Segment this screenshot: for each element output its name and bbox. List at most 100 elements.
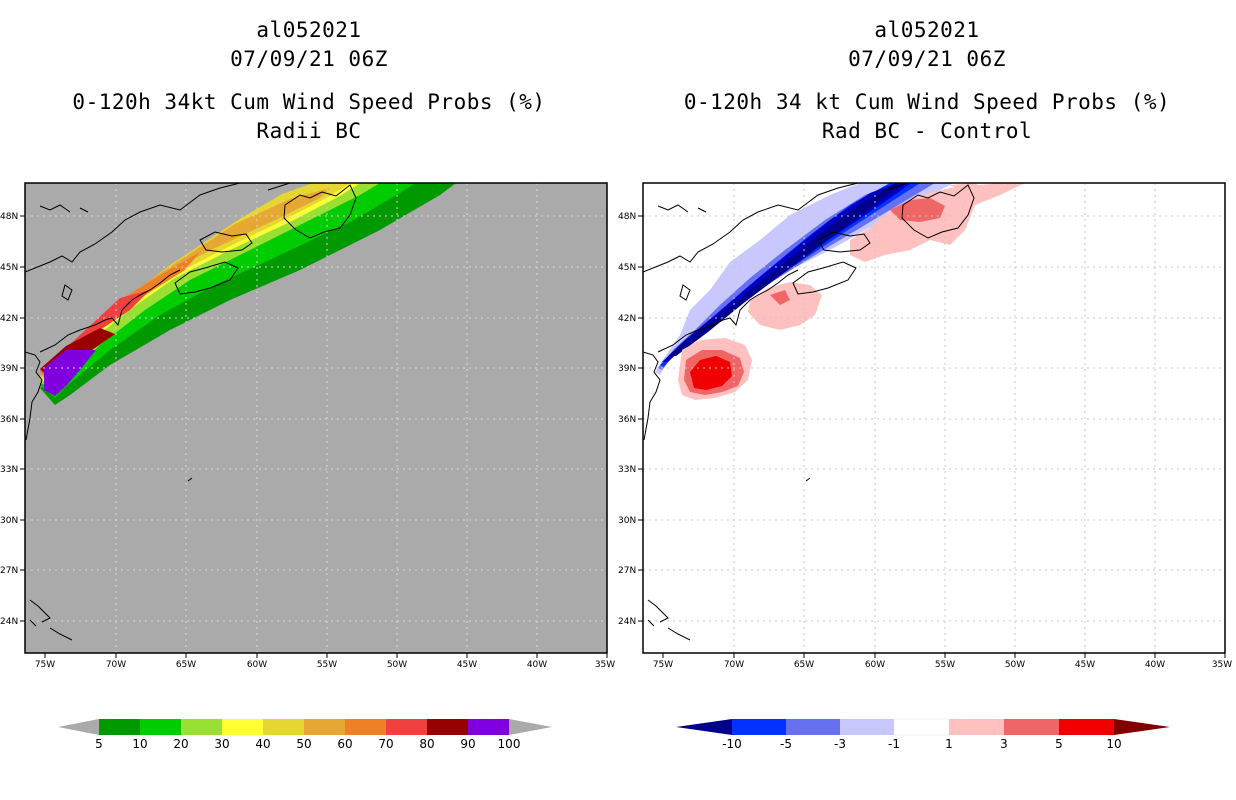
left-colorbar-swatch [222,719,263,735]
left-colorbar-swatch [263,719,304,735]
lon-label: 65W [794,660,814,670]
prob-contour-60 [40,252,200,380]
diff-contour-neg1 [655,183,954,375]
right-colorbar-label: -10 [722,737,742,751]
left-colorbar-label: 80 [419,737,434,751]
right-colorbar-label: -5 [780,737,792,751]
lon-label: 70W [106,660,126,670]
lat-label: 33N [0,465,18,475]
lat-label: 45N [0,263,18,273]
right-datetime: 07/09/21 06Z [848,47,1006,71]
left-coastlines [25,183,357,641]
right-colorbar-label: 1 [945,737,953,751]
left-title-line1: 0-120h 34kt Cum Wind Speed Probs (%) [72,90,546,114]
prob-contour-100 [44,350,96,396]
diff-contour-pos1-c [850,183,1025,262]
left-colorbar-label: 10 [132,737,147,751]
lon-label: 55W [317,660,337,670]
right-difference-field [643,183,1225,653]
right-colorbar-label: -1 [888,737,900,751]
left-probability-swath [25,183,607,653]
left-colorbar-swatch [468,719,509,735]
right-map-background [643,183,1225,653]
lat-label: 45N [618,263,636,273]
left-colorbar-label: 90 [460,737,475,751]
lon-label: 35W [1212,660,1232,670]
right-colorbar-swatch [893,718,950,736]
right-colorbar: -10 -5 -3 -1 1 3 5 10 [676,718,1170,751]
right-colorbar-swatch [1004,719,1059,735]
left-colorbar-high-extend [509,719,552,735]
lon-label: 60W [865,660,885,670]
lon-label: 55W [935,660,955,670]
right-colorbar-swatch [786,719,840,735]
right-coastlines [643,183,975,641]
right-colorbar-label: -3 [834,737,846,751]
right-title-block: al052021 07/09/21 06Z 0-120h 34 kt Cum W… [618,16,1236,146]
right-gridlines [643,183,1225,653]
left-colorbar-label: 100 [498,737,521,751]
lon-label: 65W [176,660,196,670]
left-gridlines [25,183,607,653]
lon-label: 45W [1075,660,1095,670]
diff-contour-neg15 [668,183,900,356]
diff-contour-pos5-a [690,356,732,390]
left-colorbar-swatch [140,719,181,735]
diff-contour-pos1-d [950,183,985,196]
left-title-line2: Radii BC [256,119,362,143]
left-colorbar-swatch [386,719,427,735]
right-colorbar-label: 3 [1000,737,1008,751]
left-colorbar-swatch [427,719,468,735]
lat-label: 48N [618,212,636,222]
left-storm-id: al052021 [256,18,362,42]
lat-label: 39N [618,364,636,374]
right-map-frame [642,182,1226,654]
left-colorbar-swatch [345,719,386,735]
lat-label: 30N [0,516,18,526]
right-colorbar-swatch [1059,719,1114,735]
lon-label: 70W [724,660,744,670]
right-colorbar-label: 5 [1055,737,1063,751]
lat-label: 27N [0,566,18,576]
left-colorbar-label: 70 [378,737,393,751]
lat-label: 24N [618,617,636,627]
left-lon-labels: 75W 70W 65W 60W 55W 50W 45W 40W 35W [35,660,615,670]
right-storm-id: al052021 [874,18,980,42]
left-colorbar: 5 10 20 30 40 50 60 70 80 90 100 [58,719,552,751]
lat-label: 48N [0,212,18,222]
left-title-block: al052021 07/09/21 06Z 0-120h 34kt Cum Wi… [0,16,618,146]
left-colorbar-label: 50 [296,737,311,751]
left-datetime: 07/09/21 06Z [230,47,388,71]
lon-label: 60W [247,660,267,670]
lat-label: 42N [618,314,636,324]
lon-label: 50W [387,660,407,670]
right-title-line2: Rad BC - Control [821,119,1033,143]
lon-label: 75W [653,660,673,670]
lon-label: 50W [1005,660,1025,670]
left-colorbar-label: 60 [337,737,352,751]
lon-label: 75W [35,660,55,670]
diff-contour-pos1-b [748,282,822,330]
prob-contour-10 [40,183,416,398]
left-lat-labels: 48N 45N 42N 39N 36N 33N 30N 27N 24N [0,212,18,627]
right-colorbar-low-extend [676,719,732,735]
lat-label: 27N [618,566,636,576]
left-colorbar-label: 5 [95,737,103,751]
lat-label: 30N [618,516,636,526]
lon-label: 40W [527,660,547,670]
lon-label: 35W [595,660,615,670]
left-map: 48N 45N 42N 39N 36N 33N 30N 27N 24N 75W … [0,182,615,670]
lat-label: 42N [0,314,18,324]
prob-contour-5 [40,183,456,405]
right-title-line1: 0-120h 34 kt Cum Wind Speed Probs (%) [683,90,1171,114]
lon-label: 40W [1145,660,1165,670]
lat-label: 39N [0,364,18,374]
left-colorbar-low-extend [58,719,99,735]
left-colorbar-swatch [304,719,345,735]
right-colorbar-swatch [840,719,894,735]
left-colorbar-swatch [99,719,140,735]
left-map-frame [24,182,608,654]
lon-label: 45W [457,660,477,670]
right-lat-labels: 48N 45N 42N 39N 36N 33N 30N 27N 24N [618,212,636,627]
